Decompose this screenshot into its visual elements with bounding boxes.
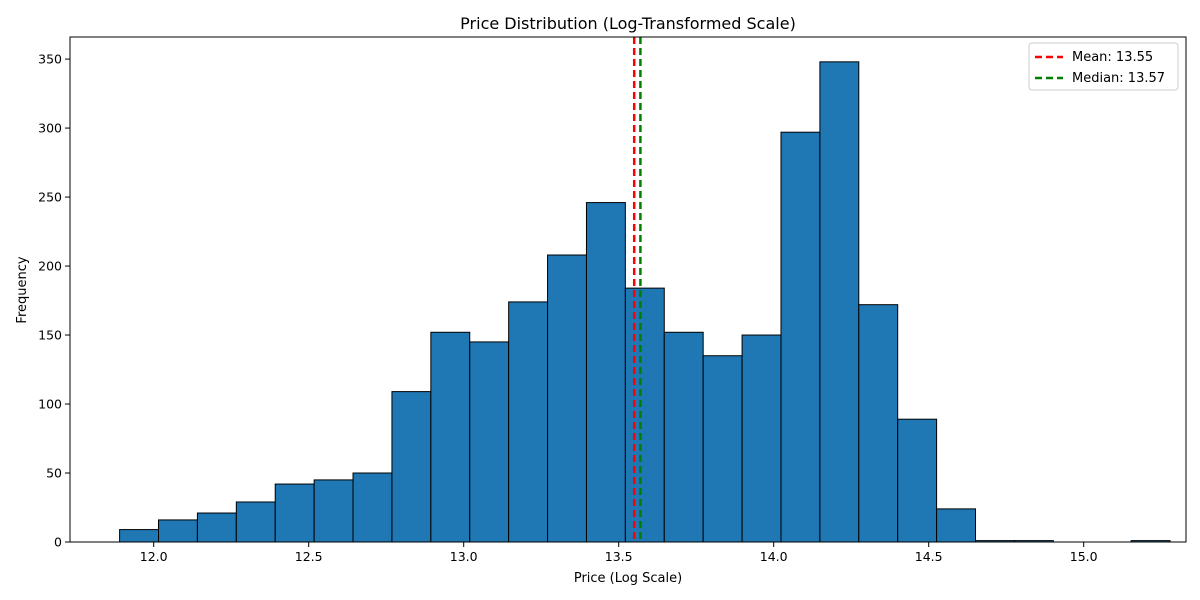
- x-axis: 12.0 12.5 13.0 13.5 14.0 14.5 15.0: [140, 542, 1098, 564]
- legend-mean-label: Mean: 13.55: [1072, 50, 1153, 65]
- x-tick-label: 12.0: [140, 549, 168, 564]
- x-axis-label: Price (Log Scale): [574, 571, 682, 586]
- bars-layer: [119, 61, 1171, 543]
- histogram-bar: [858, 304, 899, 543]
- histogram-bar: [936, 508, 977, 543]
- histogram-bar: [119, 529, 160, 543]
- x-tick-label: 13.0: [450, 549, 478, 564]
- y-tick-label: 300: [38, 121, 62, 136]
- x-tick-label: 13.5: [605, 549, 633, 564]
- histogram-bar: [897, 418, 938, 543]
- histogram-bar: [313, 479, 354, 543]
- histogram-bar: [819, 61, 860, 543]
- histogram-bar: [547, 254, 587, 543]
- histogram-bar: [741, 334, 782, 543]
- y-tick-label: 150: [38, 328, 62, 343]
- y-tick-label: 50: [46, 466, 62, 481]
- histogram-bar: [391, 391, 432, 543]
- histogram-bar: [663, 331, 704, 543]
- chart-title: Price Distribution (Log-Transformed Scal…: [460, 14, 796, 33]
- x-tick-label: 14.5: [915, 549, 943, 564]
- histogram-bar: [352, 472, 393, 543]
- reference-lines-layer: [632, 37, 642, 542]
- y-tick-label: 100: [38, 397, 62, 412]
- histogram-bar: [430, 331, 471, 543]
- y-axis-label: Frequency: [15, 256, 30, 323]
- y-axis: 0 50 100 150 200 250 300 350: [38, 52, 70, 550]
- plot-frame: [69, 36, 1187, 543]
- legend-box: [1028, 42, 1179, 91]
- histogram-bar: [780, 131, 821, 543]
- legend-median-label: Median: 13.57: [1072, 71, 1165, 86]
- histogram-bar: [196, 512, 237, 543]
- y-tick-label: 0: [54, 535, 62, 550]
- x-tick-label: 12.5: [295, 549, 323, 564]
- y-tick-label: 350: [38, 52, 62, 67]
- histogram-bar: [274, 483, 315, 543]
- histogram-bar: [469, 341, 510, 543]
- histogram-bar: [235, 501, 276, 543]
- legend: Mean: 13.55 Median: 13.57: [1028, 42, 1179, 91]
- histogram-bar: [158, 519, 198, 543]
- histogram-bar: [702, 355, 743, 543]
- histogram-bar: [624, 287, 665, 543]
- x-tick-label: 14.0: [760, 549, 788, 564]
- x-tick-label: 15.0: [1070, 549, 1098, 564]
- y-tick-label: 200: [38, 259, 62, 274]
- histogram-bar: [508, 301, 549, 543]
- histogram-bar: [585, 202, 626, 543]
- y-tick-label: 250: [38, 190, 62, 205]
